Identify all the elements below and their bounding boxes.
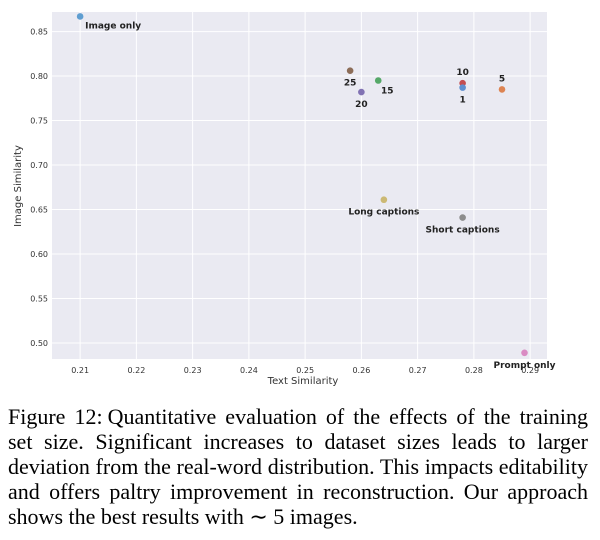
data-point bbox=[76, 13, 84, 20]
data-point bbox=[346, 67, 354, 75]
point-label: Image only bbox=[85, 21, 141, 31]
point-label: Short captions bbox=[426, 226, 500, 236]
point-label: 5 bbox=[499, 74, 505, 84]
data-point bbox=[358, 88, 365, 96]
point-label: 15 bbox=[381, 87, 394, 97]
x-tick-label: 0.29 bbox=[521, 366, 539, 375]
gridlines bbox=[52, 12, 547, 359]
caption-label: Figure 12: bbox=[8, 404, 103, 429]
y-tick-label: 0.55 bbox=[30, 294, 48, 303]
y-tick-label: 0.75 bbox=[30, 117, 48, 126]
point-label: 10 bbox=[456, 68, 469, 78]
y-tick-label: 0.80 bbox=[30, 72, 48, 81]
data-point bbox=[498, 86, 506, 93]
point-label: 25 bbox=[344, 79, 357, 89]
x-tick-label: 0.23 bbox=[184, 366, 202, 375]
scatter-chart: 0.21 0.22 0.23 0.24 0.25 0.26 0.27 0.28 0.29 0.5… bbox=[13, 12, 556, 387]
data-point bbox=[459, 214, 466, 221]
figure-caption: Figure 12: Quantitative evaluation of the… bbox=[8, 404, 588, 529]
x-tick-label: 0.21 bbox=[71, 366, 89, 375]
data-points bbox=[76, 13, 528, 357]
x-tick-label: 0.27 bbox=[409, 366, 427, 375]
x-tick-label: 0.22 bbox=[127, 366, 145, 375]
data-point bbox=[459, 84, 466, 91]
x-tick-label: 0.28 bbox=[465, 366, 483, 375]
y-tick-label: 0.70 bbox=[30, 161, 48, 170]
y-axis-label: Image Similarity bbox=[13, 145, 24, 227]
data-point bbox=[374, 77, 382, 84]
x-tick-labels: 0.21 0.22 0.23 0.24 0.25 0.26 0.27 0.28 0.29 bbox=[71, 366, 539, 375]
x-tick-label: 0.24 bbox=[240, 366, 258, 375]
y-tick-label: 0.50 bbox=[30, 339, 48, 348]
y-tick-labels: 0.50 0.55 0.60 0.65 0.70 0.75 0.80 0.85 bbox=[30, 28, 48, 348]
y-tick-label: 0.85 bbox=[30, 28, 48, 37]
point-label: 1 bbox=[459, 96, 465, 106]
data-point bbox=[521, 349, 528, 357]
x-tick-label: 0.26 bbox=[352, 366, 370, 375]
point-label: Long captions bbox=[348, 208, 419, 218]
plot-area bbox=[52, 12, 547, 359]
y-tick-label: 0.60 bbox=[30, 250, 48, 259]
caption-text: Quantitative evaluation of the effects o… bbox=[8, 404, 588, 529]
data-point bbox=[380, 196, 388, 204]
point-label: 20 bbox=[355, 100, 368, 110]
x-axis-label: Text Similarity bbox=[267, 376, 339, 387]
y-tick-label: 0.65 bbox=[30, 206, 48, 215]
point-label: Prompt only bbox=[493, 361, 555, 371]
x-tick-label: 0.25 bbox=[296, 366, 314, 375]
